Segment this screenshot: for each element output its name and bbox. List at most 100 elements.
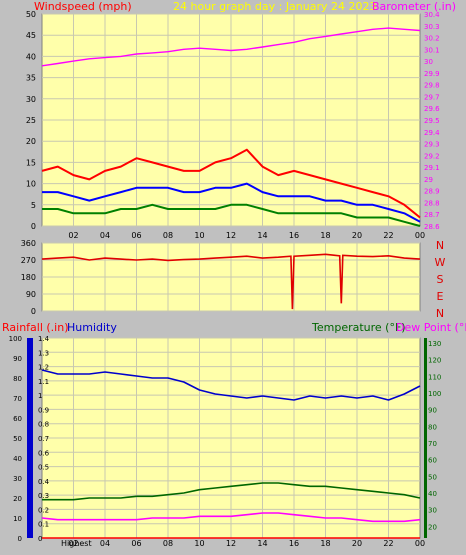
rain-tick-label: 1.1 [38,378,49,386]
x-tick-label: 00 [415,539,425,548]
humidity-tick-label: 90 [13,355,22,363]
rain-tick-label: 0.9 [38,406,49,414]
x-tick-label: 04 [100,231,110,240]
x-tick-label: 00 [415,231,425,240]
x-tick-label: 20 [352,539,362,548]
windspeed-tick-label: 50 [26,10,36,19]
humidity-tick-label: 0 [18,535,22,543]
x-tick-label: 14 [257,231,267,240]
humidity-tick-label: 30 [13,475,22,483]
windspeed-tick-label: 35 [26,74,36,83]
x-tick-label: 12 [226,539,236,548]
x-tick-label: 20 [352,231,362,240]
series-temperature-line [42,482,421,501]
humidity-scale-bar [27,338,33,538]
temperature-tick-label: 100 [428,390,441,398]
compass-label: N [436,239,444,252]
series-humidity-line [41,369,421,401]
series-barometer-line [41,27,421,67]
humidity-tick-label: 100 [9,335,22,343]
compass-label: S [437,273,444,286]
x-tick-label: 22 [383,539,393,548]
x-tick-label: 02 [68,539,78,548]
windspeed-tick-label: 0 [31,222,36,231]
x-tick-label: 10 [194,539,204,548]
x-tick-label: 18 [320,231,330,240]
x-tick-label: 08 [163,539,173,548]
x-tick-label: 04 [100,539,110,548]
x-tick-label: 14 [257,539,267,548]
humidity-tick-label: 20 [13,495,22,503]
temperature-tick-label: 80 [428,423,437,431]
series-gust-line [41,148,421,219]
barometer-tick-label: 30.4 [424,11,440,19]
x-tick-label: 22 [383,231,393,240]
windspeed-tick-label: 5 [31,201,36,210]
humidity-tick-label: 70 [13,395,22,403]
temperature-tick-label: 30 [428,507,437,515]
barometer-tick-label: 28.6 [424,223,440,231]
rain-tick-label: 0.7 [38,435,49,443]
barometer-tick-label: 28.8 [424,199,440,207]
barometer-tick-label: 29.4 [424,129,440,137]
temperature-label: Temperature (°F) [311,321,406,334]
series-low-line [42,203,421,227]
barometer-tick-label: 29.3 [424,141,440,149]
humidity-tick-label: 50 [13,435,22,443]
rain-tick-label: 0.4 [38,478,50,486]
series-average-line [42,182,421,223]
temperature-scale-bar [424,338,427,538]
humidity-tick-label: 80 [13,375,22,383]
temperature-tick-label: 130 [428,340,441,348]
windspeed-tick-label: 45 [26,31,36,40]
rain-tick-label: 0.8 [38,421,49,429]
x-tick-label: 16 [289,231,299,240]
barometer-tick-label: 29.2 [424,152,440,160]
windspeed-tick-label: 20 [26,137,36,146]
windspeed-tick-label: 15 [26,158,36,167]
x-tick-label: 12 [226,231,236,240]
temperature-tick-label: 90 [428,407,437,415]
barometer-tick-label: 29.9 [424,70,440,78]
rainfall-label: Rainfall (.in) [2,321,69,334]
rain-tick-label: 0 [38,535,42,543]
series-direction-line [41,253,421,310]
rain-tick-label: 0.6 [38,449,50,457]
series-dewpoint-line [41,512,421,523]
temperature-tick-label: 40 [428,490,437,498]
humidity-tick-label: 40 [13,455,22,463]
direction-tick-label: 270 [21,256,36,265]
temperature-tick-label: 20 [428,523,437,531]
barometer-tick-label: 30 [424,58,433,66]
x-tick-label: 02 [68,231,78,240]
barometer-tick-label: 30.3 [424,23,440,31]
direction-tick-label: 0 [31,307,36,316]
barometer-tick-label: 30.2 [424,35,440,43]
x-tick-label: 08 [163,231,173,240]
compass-label: W [435,256,446,269]
rain-tick-label: 1 [38,392,42,400]
barometer-tick-label: 29.5 [424,117,440,125]
direction-tick-label: 360 [21,239,36,248]
humidity-tick-label: 60 [13,415,22,423]
temperature-tick-label: 60 [428,457,437,465]
barometer-tick-label: 29.7 [424,93,440,101]
compass-label: E [437,290,444,303]
barometer-tick-label: 29 [424,176,433,184]
rain-tick-label: 0.2 [38,506,49,514]
barometer-tick-label: 30.1 [424,46,440,54]
x-tick-label: 10 [194,231,204,240]
humidity-tick-label: 10 [13,515,22,523]
graph-title: 24 hour graph day : January 24 2023 [173,0,377,13]
temperature-tick-label: 50 [428,473,437,481]
rain-humidity-temperature-chart: 0 0.1 0.2 0.3 0.4 0.5 0.6 0.7 0.8 0.9 1 1.1 1.2 1.3 1.… [9,335,442,548]
x-tick-label: 06 [131,231,141,240]
rain-tick-label: 1.3 [38,349,49,357]
compass-label: N [436,307,444,320]
humidity-label: Humidity [67,321,117,334]
temperature-tick-label: 110 [428,373,441,381]
rain-tick-label: 0.3 [38,492,49,500]
x-tick-label: 16 [289,539,299,548]
